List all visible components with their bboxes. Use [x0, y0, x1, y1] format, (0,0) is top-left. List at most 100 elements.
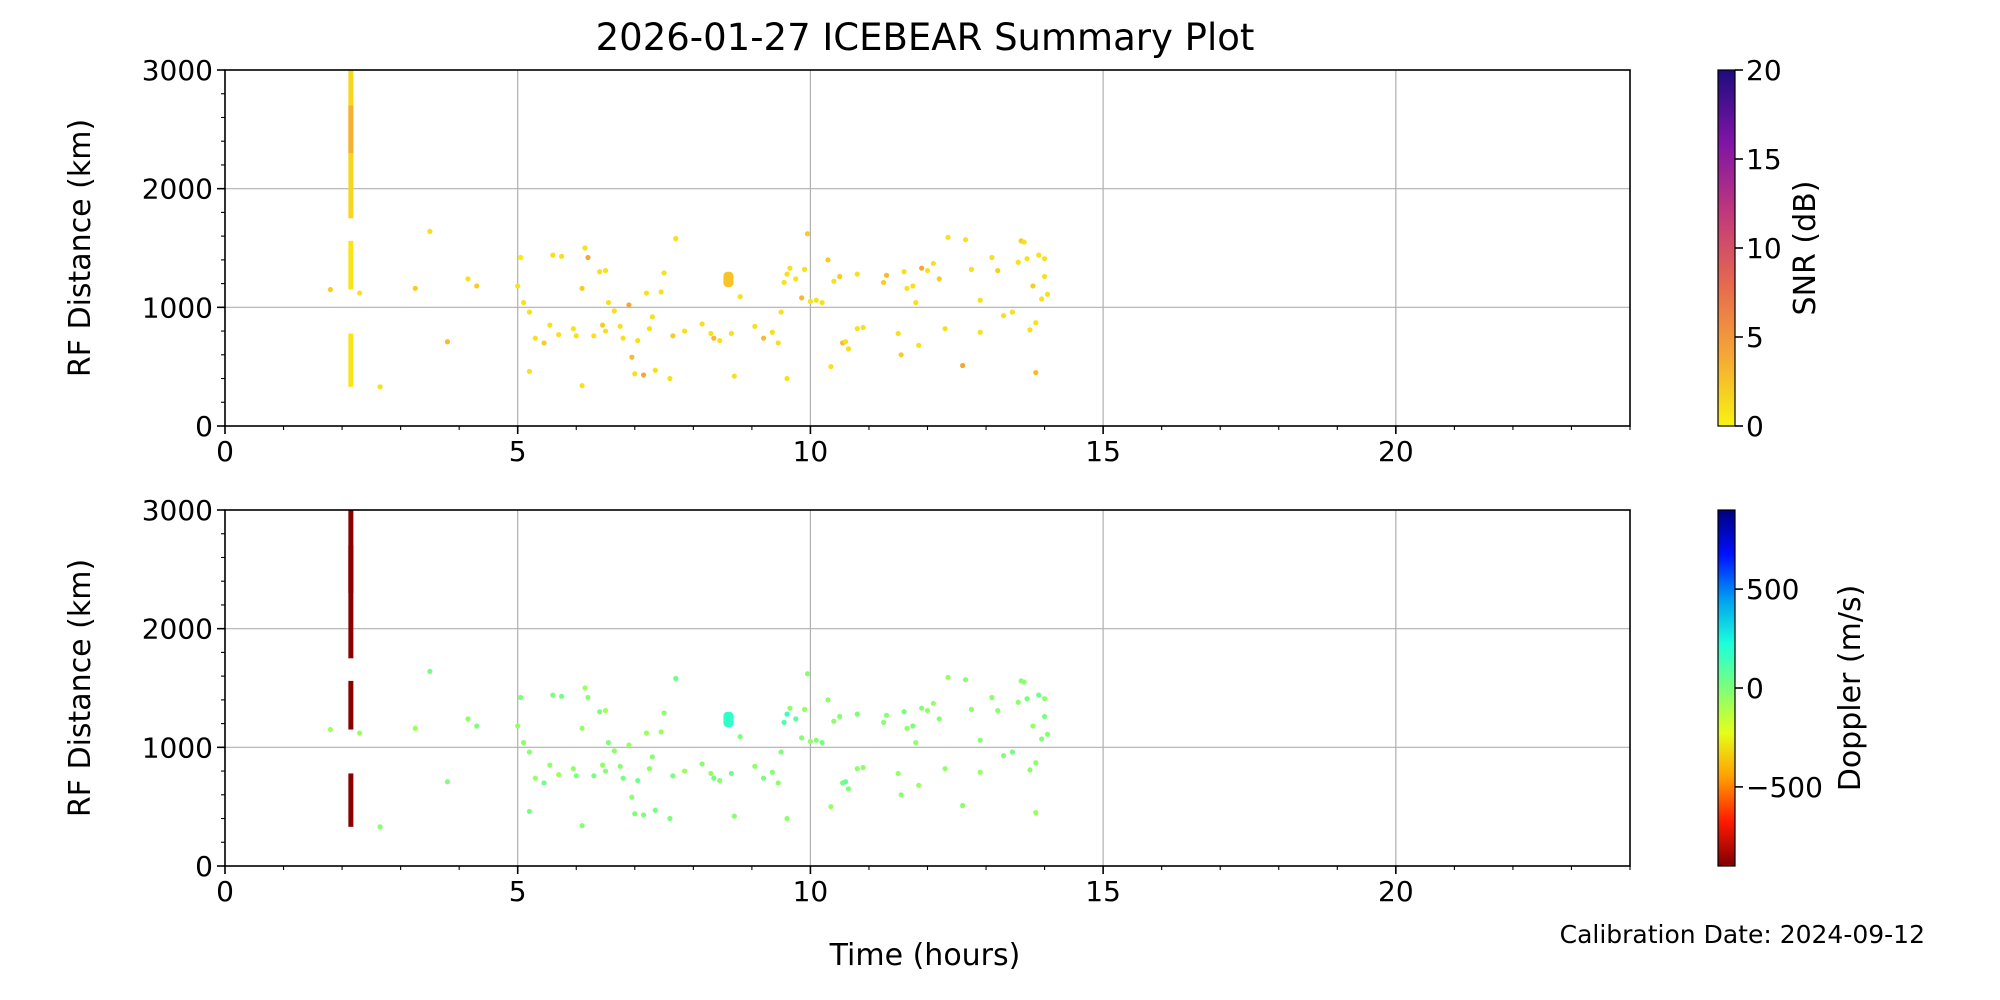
data-point — [550, 692, 556, 698]
data-point — [804, 231, 811, 237]
data-point — [930, 260, 936, 267]
data-point — [599, 322, 606, 328]
data-point — [977, 769, 983, 775]
data-point — [667, 815, 673, 822]
data-point — [989, 254, 995, 261]
data-point — [526, 368, 533, 375]
data-point — [573, 333, 579, 339]
data-point — [640, 372, 647, 378]
data-point — [649, 754, 655, 760]
data-point — [942, 766, 948, 772]
data-point — [673, 675, 679, 682]
data-point — [880, 719, 887, 726]
data-point — [962, 677, 969, 683]
data-point — [547, 322, 553, 328]
data-point — [635, 337, 641, 344]
data-point — [828, 804, 834, 810]
data-point — [883, 272, 890, 278]
data-point — [532, 775, 538, 781]
y-tick-label: 2000 — [142, 173, 213, 206]
data-point — [599, 762, 606, 768]
data-point — [784, 815, 790, 822]
data-point — [673, 235, 679, 242]
data-point — [1041, 273, 1048, 280]
data-point — [591, 333, 597, 339]
colorbar-label: SNR (dB) — [1788, 181, 1823, 316]
data-point — [620, 335, 626, 341]
data-point — [799, 735, 805, 741]
data-point — [731, 373, 737, 379]
data-point — [515, 283, 521, 289]
data-point — [579, 383, 585, 389]
data-point — [646, 766, 653, 772]
data-point — [582, 245, 588, 251]
data-point — [819, 739, 825, 746]
colorbar-tick-label: −500 — [1746, 771, 1823, 804]
data-point — [620, 775, 626, 781]
data-point — [860, 324, 866, 331]
data-point — [1001, 753, 1007, 759]
data-point — [605, 739, 612, 746]
data-point — [547, 762, 553, 768]
data-point — [977, 329, 983, 335]
data-point — [854, 711, 860, 717]
data-burst — [348, 773, 354, 827]
data-point — [1039, 736, 1045, 742]
data-point — [854, 766, 860, 772]
y-axis-label: RF Distance (km) — [63, 119, 98, 377]
colorbar-tick-label: 20 — [1746, 54, 1782, 87]
y-axis-label: RF Distance (km) — [63, 559, 98, 817]
data-point — [977, 297, 983, 303]
data-point — [602, 768, 609, 774]
colorbar — [1717, 69, 1736, 427]
data-point — [831, 278, 837, 284]
data-point — [708, 770, 714, 777]
data-point — [515, 723, 521, 729]
colorbar-tick-label: 10 — [1746, 232, 1782, 265]
data-point — [1009, 749, 1015, 755]
colorbar — [1717, 509, 1736, 867]
data-point — [787, 705, 793, 711]
data-point — [597, 709, 603, 715]
data-point — [699, 321, 705, 327]
data-point — [801, 266, 808, 272]
data-point — [635, 777, 641, 784]
data-point — [989, 694, 995, 701]
data-point — [526, 309, 533, 315]
data-point — [793, 716, 799, 722]
colorbar-tick-label: 5 — [1746, 321, 1764, 354]
data-point — [658, 289, 664, 295]
y-tick-label: 0 — [195, 850, 213, 883]
data-burst — [348, 240, 354, 290]
y-tick-label: 1000 — [142, 731, 213, 764]
data-point — [924, 267, 931, 274]
data-point — [968, 706, 975, 712]
data-point — [412, 725, 418, 731]
x-axis-label: Time (hours) — [829, 938, 1021, 973]
data-point — [518, 254, 524, 261]
data-point — [632, 811, 638, 817]
data-point — [327, 726, 333, 733]
data-point — [842, 339, 849, 345]
data-point — [880, 279, 887, 286]
data-point — [731, 813, 737, 819]
data-point — [670, 773, 676, 779]
data-point — [854, 326, 860, 332]
data-point — [585, 254, 591, 261]
data-point — [643, 290, 650, 296]
data-point — [752, 323, 758, 329]
data-cluster — [723, 711, 734, 728]
data-point — [1044, 731, 1051, 737]
colorbar-tick-label: 15 — [1746, 143, 1782, 176]
data-point — [427, 668, 433, 674]
data-point — [1033, 810, 1039, 816]
data-point — [913, 299, 919, 306]
data-point — [1036, 692, 1042, 698]
data-point — [781, 279, 787, 286]
data-point — [559, 253, 565, 259]
data-point — [1044, 291, 1051, 297]
data-burst — [348, 680, 354, 730]
data-point — [913, 739, 919, 746]
data-point — [936, 716, 942, 722]
data-point — [883, 712, 890, 718]
